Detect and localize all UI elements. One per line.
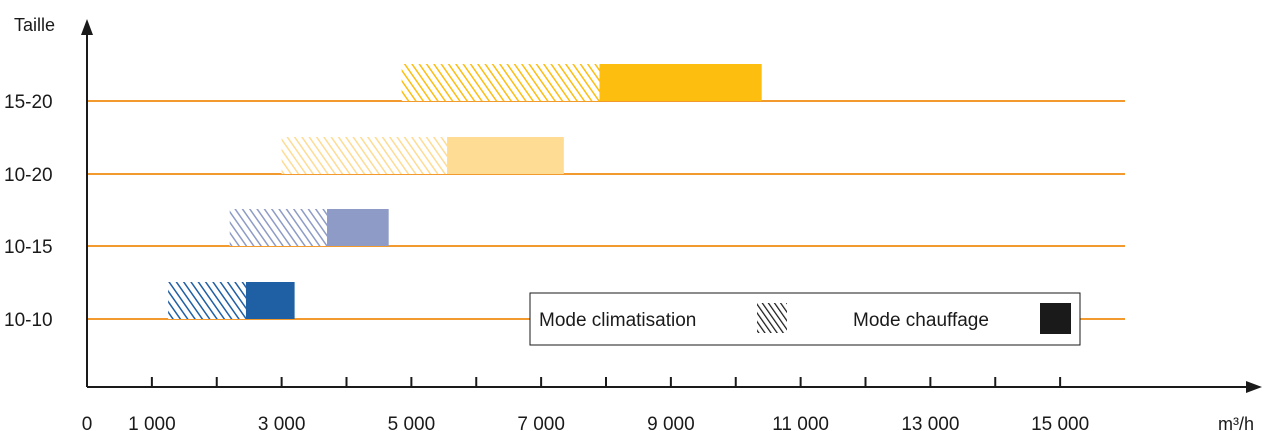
x-tick-label: 11 000 — [772, 414, 829, 431]
x-tick-label: 7 000 — [517, 414, 565, 431]
category-label-10-15: 10-15 — [4, 237, 53, 258]
x-axis-title: m³/h — [1218, 414, 1254, 431]
bar-heating-10-20 — [447, 137, 564, 174]
bar-cooling-10-20 — [281, 137, 448, 174]
bar-cooling-15-20 — [401, 64, 600, 101]
y-axis-category-labels: 15-20 10-20 10-15 10-10 — [4, 92, 53, 331]
category-label-15-20: 15-20 — [4, 92, 53, 113]
x-axis-arrow — [1246, 381, 1262, 393]
legend-swatch-cooling — [757, 303, 787, 333]
category-label-10-10: 10-10 — [4, 310, 53, 331]
x-tick-label: 1 000 — [128, 414, 176, 431]
bar-cooling-10-10 — [168, 282, 246, 319]
x-axis-ticks — [86, 377, 1062, 387]
x-axis-tick-labels: 0 1 000 3 000 5 000 7 000 9 000 11 000 13 000 15… — [82, 414, 1089, 431]
legend: Mode climatisation Mode chauffage — [529, 292, 1081, 346]
bar-heating-10-10 — [245, 282, 295, 319]
y-axis-title: Taille — [14, 15, 55, 35]
x-tick-label: 3 000 — [258, 414, 306, 431]
x-tick-label: 0 — [82, 414, 93, 431]
category-label-10-20: 10-20 — [4, 165, 53, 186]
legend-label-heating: Mode chauffage — [853, 310, 989, 331]
bar-cooling-10-15 — [229, 209, 328, 246]
x-tick-label: 9 000 — [647, 414, 695, 431]
x-tick-label: 13 000 — [901, 414, 959, 431]
axes — [81, 19, 1262, 393]
bar-heating-10-15 — [327, 209, 389, 246]
legend-box — [529, 292, 1081, 346]
bar-heating-15-20 — [599, 64, 762, 101]
x-tick-label: 5 000 — [388, 414, 436, 431]
legend-label-cooling: Mode climatisation — [539, 310, 696, 331]
y-axis-arrow — [81, 19, 93, 35]
range-bars — [168, 64, 762, 319]
legend-swatch-heating — [1040, 303, 1071, 334]
x-tick-label: 15 000 — [1031, 414, 1089, 431]
